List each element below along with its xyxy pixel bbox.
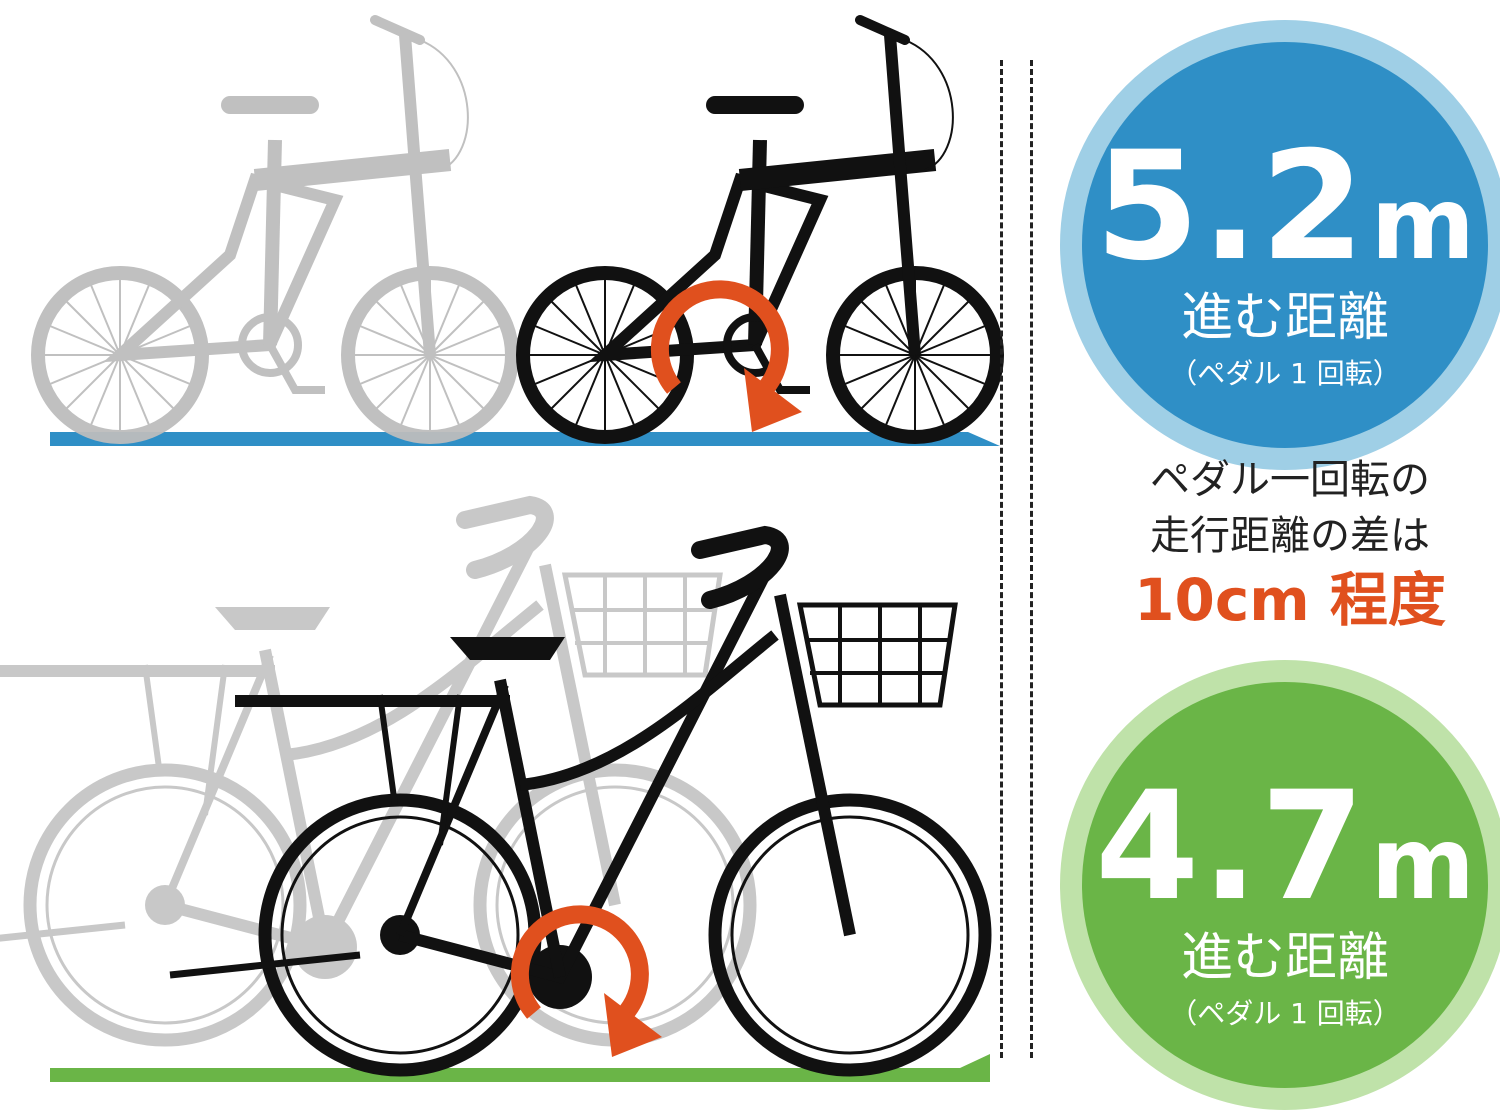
- distance-value: 5.2m: [1082, 132, 1488, 282]
- difference-highlight: 10cm 程度: [1134, 566, 1446, 634]
- distance-unit: m: [1370, 165, 1475, 282]
- folding-bicycle-icon: [38, 20, 997, 437]
- distance-badge-bottom: 4.7m 進む距離 （ペダル 1 回転）: [1060, 660, 1500, 1110]
- distance-badge-top: 5.2m 進む距離 （ペダル 1 回転）: [1060, 20, 1500, 470]
- distance-value: 4.7m: [1082, 772, 1488, 922]
- difference-note: ペダル一回転の 走行距離の差は 10cm 程度: [1130, 452, 1450, 636]
- difference-line-2: 走行距離の差は: [1150, 513, 1430, 559]
- distance-note: （ペダル 1 回転）: [1169, 357, 1401, 390]
- ground-arrow-icon: [50, 432, 1000, 446]
- distance-label: 進む距離: [1180, 928, 1389, 988]
- dashed-divider: [1000, 60, 1003, 1058]
- distance-unit: m: [1370, 805, 1475, 922]
- distance-number: 5.2: [1095, 120, 1367, 294]
- difference-line-1: ペダル一回転の: [1150, 457, 1430, 503]
- distance-number: 4.7: [1095, 760, 1367, 934]
- dashed-divider: [1030, 60, 1033, 1058]
- ground-arrow-icon: [50, 1054, 990, 1082]
- distance-note: （ペダル 1 回転）: [1169, 997, 1401, 1030]
- city-bicycle-icon: [0, 505, 985, 1070]
- distance-label: 進む距離: [1180, 288, 1389, 348]
